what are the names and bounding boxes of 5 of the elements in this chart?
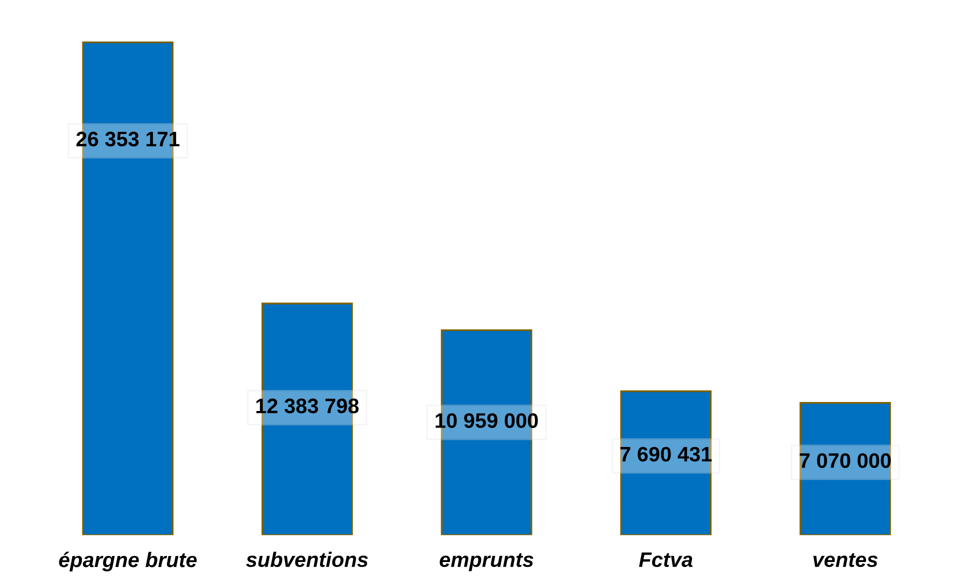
x-tick-label: Fctva xyxy=(639,552,692,568)
x-tick-label: épargne brute xyxy=(59,552,197,572)
x-tick-label: ventes xyxy=(813,553,878,568)
x-tick-label: subventions xyxy=(246,552,368,568)
x-tick-label: emprunts xyxy=(440,553,534,572)
